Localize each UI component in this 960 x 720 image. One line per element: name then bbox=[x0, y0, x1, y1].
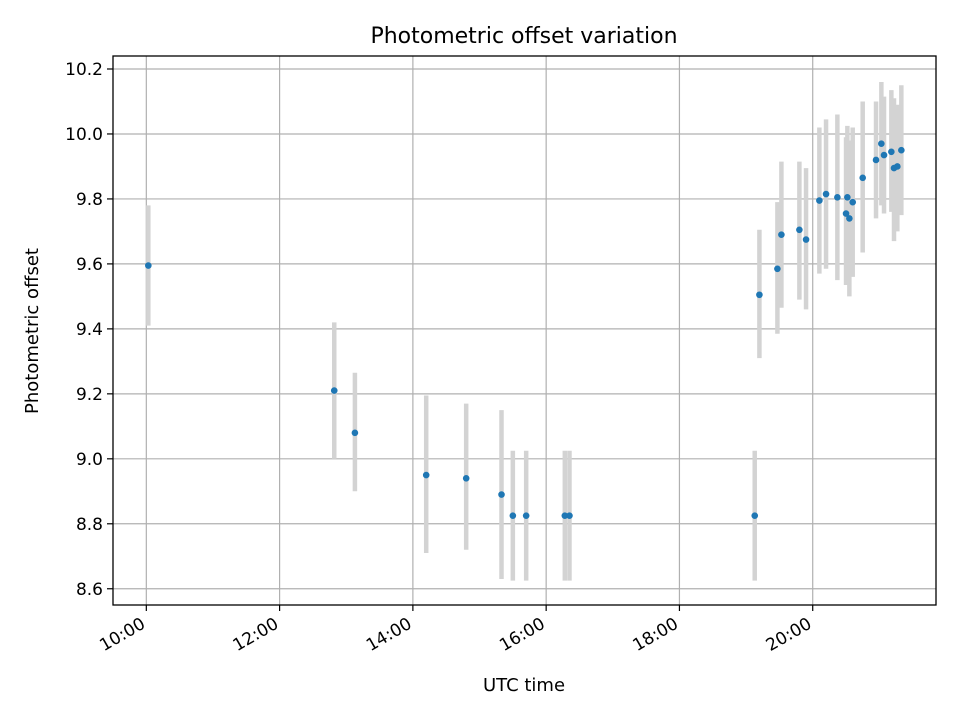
chart-title: Photometric offset variation bbox=[370, 24, 677, 49]
y-tick-label: 9.2 bbox=[76, 385, 103, 405]
data-point bbox=[756, 291, 763, 299]
data-point bbox=[844, 194, 851, 201]
y-axis-ticks: 8.6 8.8 9.0 9.2 9.4 9.6 9.8 10.0 10.2 bbox=[65, 60, 113, 600]
data-point bbox=[796, 226, 803, 234]
data-point bbox=[846, 215, 853, 222]
data-point bbox=[509, 512, 517, 519]
data-point bbox=[462, 475, 470, 482]
data-point bbox=[145, 262, 152, 269]
data-point bbox=[880, 151, 888, 159]
data-point bbox=[834, 194, 841, 201]
data-point bbox=[330, 387, 338, 394]
data-point bbox=[498, 491, 505, 498]
y-axis-label: Photometric offset bbox=[22, 248, 43, 414]
data-point bbox=[888, 148, 895, 156]
y-tick-label: 10.2 bbox=[65, 60, 103, 80]
data-point bbox=[561, 512, 569, 519]
y-tick-label: 9.6 bbox=[76, 255, 103, 275]
y-tick-label: 9.4 bbox=[76, 320, 103, 340]
data-point bbox=[751, 512, 759, 519]
x-axis-label: UTC time bbox=[483, 675, 565, 696]
data-points bbox=[145, 140, 905, 519]
data-point bbox=[842, 210, 850, 217]
data-point bbox=[878, 140, 885, 148]
y-tick-label: 9.8 bbox=[76, 190, 103, 210]
y-tick-label: 8.8 bbox=[76, 515, 103, 535]
data-point bbox=[422, 471, 430, 479]
data-point bbox=[872, 156, 880, 164]
data-point bbox=[351, 429, 359, 437]
data-point bbox=[859, 174, 866, 182]
data-point bbox=[898, 146, 905, 154]
data-point bbox=[778, 231, 785, 238]
data-point bbox=[774, 265, 781, 273]
data-point bbox=[566, 512, 573, 519]
y-tick-label: 8.6 bbox=[76, 580, 103, 600]
data-point bbox=[849, 198, 857, 206]
data-point bbox=[816, 197, 823, 204]
data-point bbox=[522, 512, 530, 519]
data-point bbox=[894, 163, 901, 170]
data-point bbox=[822, 190, 830, 198]
y-tick-label: 10.0 bbox=[65, 125, 103, 145]
plot-frame bbox=[112, 55, 937, 606]
y-tick-label: 9.0 bbox=[76, 450, 103, 470]
data-point bbox=[802, 236, 810, 243]
